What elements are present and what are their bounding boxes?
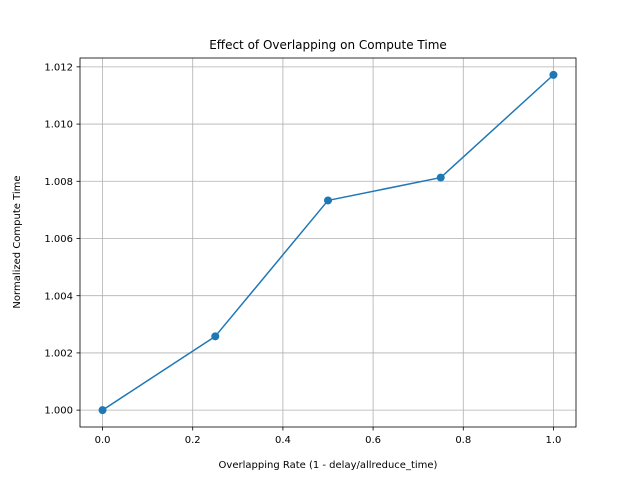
x-tick-label: 0.0 [95,435,111,446]
y-tick-label: 1.002 [44,349,73,360]
axes [76,57,577,431]
x-tick-label: 0.4 [275,435,291,446]
x-tick-label: 0.6 [365,435,381,446]
data-point [549,70,558,79]
data-point [211,332,220,341]
y-tick-label: 1.004 [44,291,73,302]
x-tick-label: 0.2 [185,435,201,446]
data-point [98,406,107,415]
tick-labels: 0.0 0.2 0.4 0.6 0.8 1.0 1.000 1.002 1.004 1.006 1.… [44,62,561,446]
data-point [324,196,332,205]
y-tick-label: 1.006 [44,234,73,245]
y-tick-label: 1.008 [44,177,73,188]
y-axis-label: Normalized Compute Time [12,175,23,308]
grid [80,58,576,427]
data-point [436,173,445,182]
series [98,70,558,415]
x-tick-label: 0.8 [455,435,471,446]
chart-title: Effect of Overlapping on Compute Time [209,38,447,52]
x-axis-label: Overlapping Rate (1 - delay/allreduce_ti… [219,460,438,471]
x-tick-label: 1.0 [546,435,562,446]
plot-frame [79,57,577,428]
y-tick-label: 1.000 [44,406,73,417]
y-tick-label: 1.010 [44,120,73,131]
y-tick-label: 1.012 [44,62,73,73]
